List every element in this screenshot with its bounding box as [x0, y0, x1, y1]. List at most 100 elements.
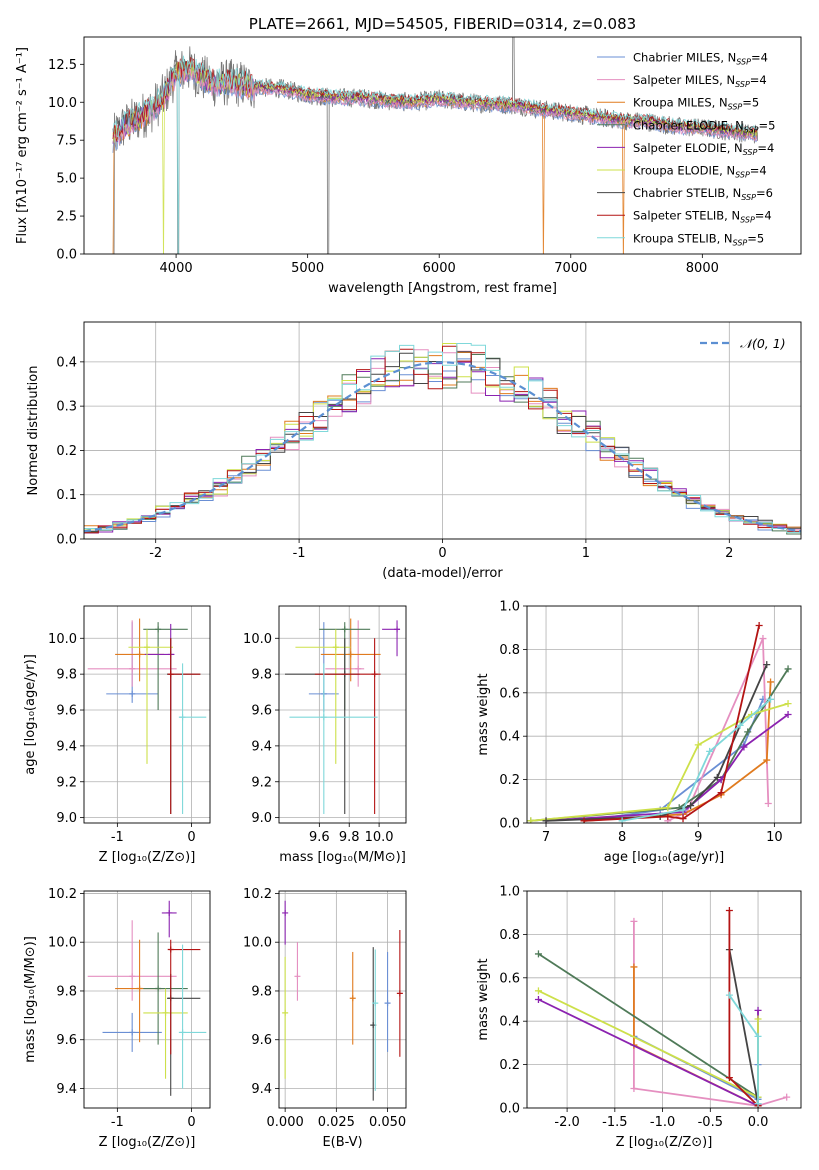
model-spectrum-2 [112, 63, 758, 254]
weight_vs_Z-marker-4-2 [754, 1006, 762, 1014]
spectrum-ytick-label-0: 0.0 [56, 248, 77, 263]
mass_vs_Z-panel: -1 0 9.4 9.6 9.8 10.0 10.2 Z [log₁₀(Z/Z⊙)] mass … [23, 887, 211, 1150]
weight_vs_Z-ytick-label-0: 0.0 [499, 1102, 520, 1117]
mass_vs_EBV-xtick-label-0: 0.000 [267, 1115, 304, 1130]
weight_vs_Z-marker-1-3 [783, 1093, 791, 1101]
mass_vs_EBV-plot-area [279, 891, 406, 1108]
mass_vs_Z-xtick-label-0: -1 [111, 1115, 124, 1130]
mass_vs_EBV-point-0 [282, 909, 289, 916]
age_vs_Z-ytick-label-5: 10.0 [48, 632, 77, 647]
weight_vs_age-xlabel: age [log₁₀(age/yr)] [604, 850, 725, 865]
weight_vs_Z-plot-area [527, 891, 801, 1108]
residuals-xtick-label-3: 1 [582, 546, 590, 561]
spectrum-title: PLATE=2661, MJD=54505, FIBERID=0314, z=0… [249, 15, 636, 33]
age_vs_mass-point-4 [394, 626, 401, 633]
age_vs_mass-ytick-label-5: 10.0 [243, 632, 272, 647]
mass_vs_EBV-frame [278, 890, 407, 1109]
weight_vs_age-ytick-label-3: 0.6 [499, 686, 520, 701]
spectrum-panel: 4000 5000 6000 7000 8000 0.0 2.5 5.0 7.5 10.0 12.5… [15, 15, 802, 296]
age_vs_Z-ylabel: age [log₁₀(age/yr)] [23, 654, 38, 775]
weight_vs_age-marker-8-3 [736, 721, 744, 729]
mass_vs_EBV-point-6 [384, 1000, 391, 1007]
weight_vs_Z-marker-7-0 [725, 907, 733, 915]
weight_vs_age-marker-6-4 [763, 661, 771, 669]
weight_vs_age-series-8 [621, 698, 772, 822]
weight_vs_age-marker-5-0 [527, 817, 535, 823]
weight_vs_age-marker-8-2 [706, 747, 714, 755]
age_vs_Z-xtick-label-0: -1 [111, 830, 124, 845]
mass_vs_Z-point-5 [162, 1009, 169, 1016]
residuals-xtick-label-1: -1 [293, 546, 306, 561]
weight_vs_age-series-2 [584, 681, 772, 822]
spectrum-xtick-label-3: 7000 [554, 261, 587, 276]
weight_vs_Z-panel: -2.0 -1.5 -1.0 -0.5 0.0 0.0 0.2 0.4 0.6 0.8 1.0 Z [… [476, 885, 802, 1150]
mass_vs_Z-plot-area [84, 891, 210, 1108]
weight_vs_age-marker-2-4 [767, 678, 775, 686]
weight_vs_age-series-3 [530, 668, 789, 822]
age_vs_mass-xtick-label-0: 9.6 [309, 830, 330, 845]
age_vs_mass-ytick-label-0: 9.0 [251, 811, 272, 826]
residuals-ytick-label-4: 0.4 [56, 355, 77, 370]
weight_vs_Z-series-5 [538, 989, 759, 1099]
weight_vs_Z-xlabel: Z [log₁₀(Z/Z⊙)] [616, 1135, 713, 1150]
spectrum-ytick-label-3: 7.5 [56, 134, 77, 149]
mass_vs_Z-ytick-label-1: 9.6 [56, 1033, 77, 1048]
residuals-ylabel: Normed distribution [26, 366, 41, 496]
weight_vs_age-ytick-label-1: 0.2 [499, 773, 520, 788]
model-spectrum-4 [112, 61, 758, 144]
mass_vs_EBV-ytick-label-0: 9.4 [251, 1082, 272, 1097]
age_vs_Z-point-0 [129, 690, 136, 697]
weight_vs_Z-marker-8-2 [754, 1100, 762, 1108]
model-spectrum-7 [112, 57, 758, 143]
mass_vs_EBV-xlabel: E(B-V) [322, 1135, 362, 1150]
spectrum-xtick-label-2: 6000 [423, 261, 456, 276]
weight_vs_age-marker-6-2 [687, 802, 695, 810]
weight_vs_age-series-0 [583, 698, 764, 822]
mass_vs_Z-point-8 [179, 1029, 186, 1036]
mass_vs_Z-point-2 [136, 985, 143, 992]
age_vs_Z-frame [83, 605, 211, 824]
age_vs_Z-ytick-label-2: 9.4 [56, 739, 77, 754]
age_vs_Z-ytick-label-0: 9.0 [56, 811, 77, 826]
weight_vs_Z-marker-2-0 [630, 963, 638, 971]
mass_vs_EBV-panel: 0.000 0.025 0.050 9.4 9.6 9.8 10.0 10.2 E(B-V) [243, 887, 407, 1150]
weight_vs_age-marker-7-3 [717, 789, 725, 797]
age_vs_Z-panel: -1 0 9.0 9.2 9.4 9.6 9.8 10.0 Z [log₁₀(Z/Z⊙)] age… [23, 605, 211, 865]
weight_vs_age-marker-5-1 [664, 804, 672, 812]
weight_vs_Z-xtick-label-1: -1.5 [602, 1115, 627, 1130]
weight_vs_Z-xtick-label-0: -2.0 [554, 1115, 579, 1130]
spectrum-xtick-label-0: 4000 [160, 261, 193, 276]
residuals-frame [83, 321, 802, 540]
mass_vs_EBV-point-7 [396, 990, 403, 997]
spectrum-ylabel: Flux [fλ10⁻¹⁷ erg cm⁻² s⁻¹ A⁻¹] [15, 47, 30, 244]
weight_vs_age-marker-4-4 [784, 711, 792, 718]
age_vs_Z-point-5 [144, 644, 150, 651]
residuals-plot-area [84, 322, 801, 539]
weight_vs_age-marker-7-0 [580, 817, 588, 823]
legend-entry-6: Chabrier STELIB, NSSP=6 [633, 186, 773, 202]
mass_vs_Z-point-1 [129, 973, 136, 980]
weight_vs_age-panel: 7 8 9 10 0.0 0.2 0.4 0.6 0.8 1.0 age [log₁₀(age/yr… [476, 600, 802, 865]
weight_vs_age-series-1 [667, 638, 770, 822]
weight_vs_age-frame [526, 605, 802, 824]
mass_vs_Z-point-7 [167, 946, 174, 953]
spectrum-legend: Chabrier MILES, NSSP=4 Salpeter MILES, NS… [597, 51, 775, 247]
weight_vs_Z-marker-8-0 [725, 991, 733, 999]
weight_vs_Z-ytick-label-3: 0.6 [499, 971, 520, 986]
weight_vs_age-marker-7-2 [679, 815, 687, 823]
mass_vs_EBV-ytick-label-1: 9.6 [251, 1033, 272, 1048]
weight_vs_Z-xtick-label-2: -1.0 [650, 1115, 675, 1130]
mass_vs_EBV-ytick-label-4: 10.2 [243, 887, 272, 902]
weight_vs_age-xtick-label-2: 9 [694, 830, 702, 845]
residuals-ytick-label-0: 0.0 [56, 533, 77, 548]
age_vs_mass-point-2 [347, 651, 354, 658]
spectrum-xlabel: wavelength [Angstrom, rest frame] [328, 281, 557, 296]
mass_vs_Z-xlabel: Z [log₁₀(Z/Z⊙)] [99, 1135, 196, 1150]
age_vs_mass-plot-area [279, 606, 406, 823]
weight_vs_Z-xtick-label-3: -0.5 [698, 1115, 723, 1130]
spectrum-ytick-label-2: 5.0 [56, 172, 77, 187]
age_vs_mass-point-1 [355, 665, 362, 672]
legend-entry-4: Salpeter ELODIE, NSSP=4 [633, 141, 774, 157]
weight_vs_Z-marker-3-0 [534, 950, 542, 958]
